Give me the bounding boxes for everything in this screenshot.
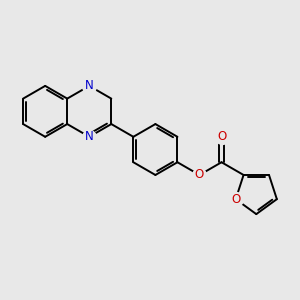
Text: O: O (231, 193, 240, 206)
Text: N: N (85, 80, 94, 92)
Text: O: O (195, 169, 204, 182)
Text: O: O (217, 130, 226, 143)
Text: N: N (85, 130, 94, 143)
